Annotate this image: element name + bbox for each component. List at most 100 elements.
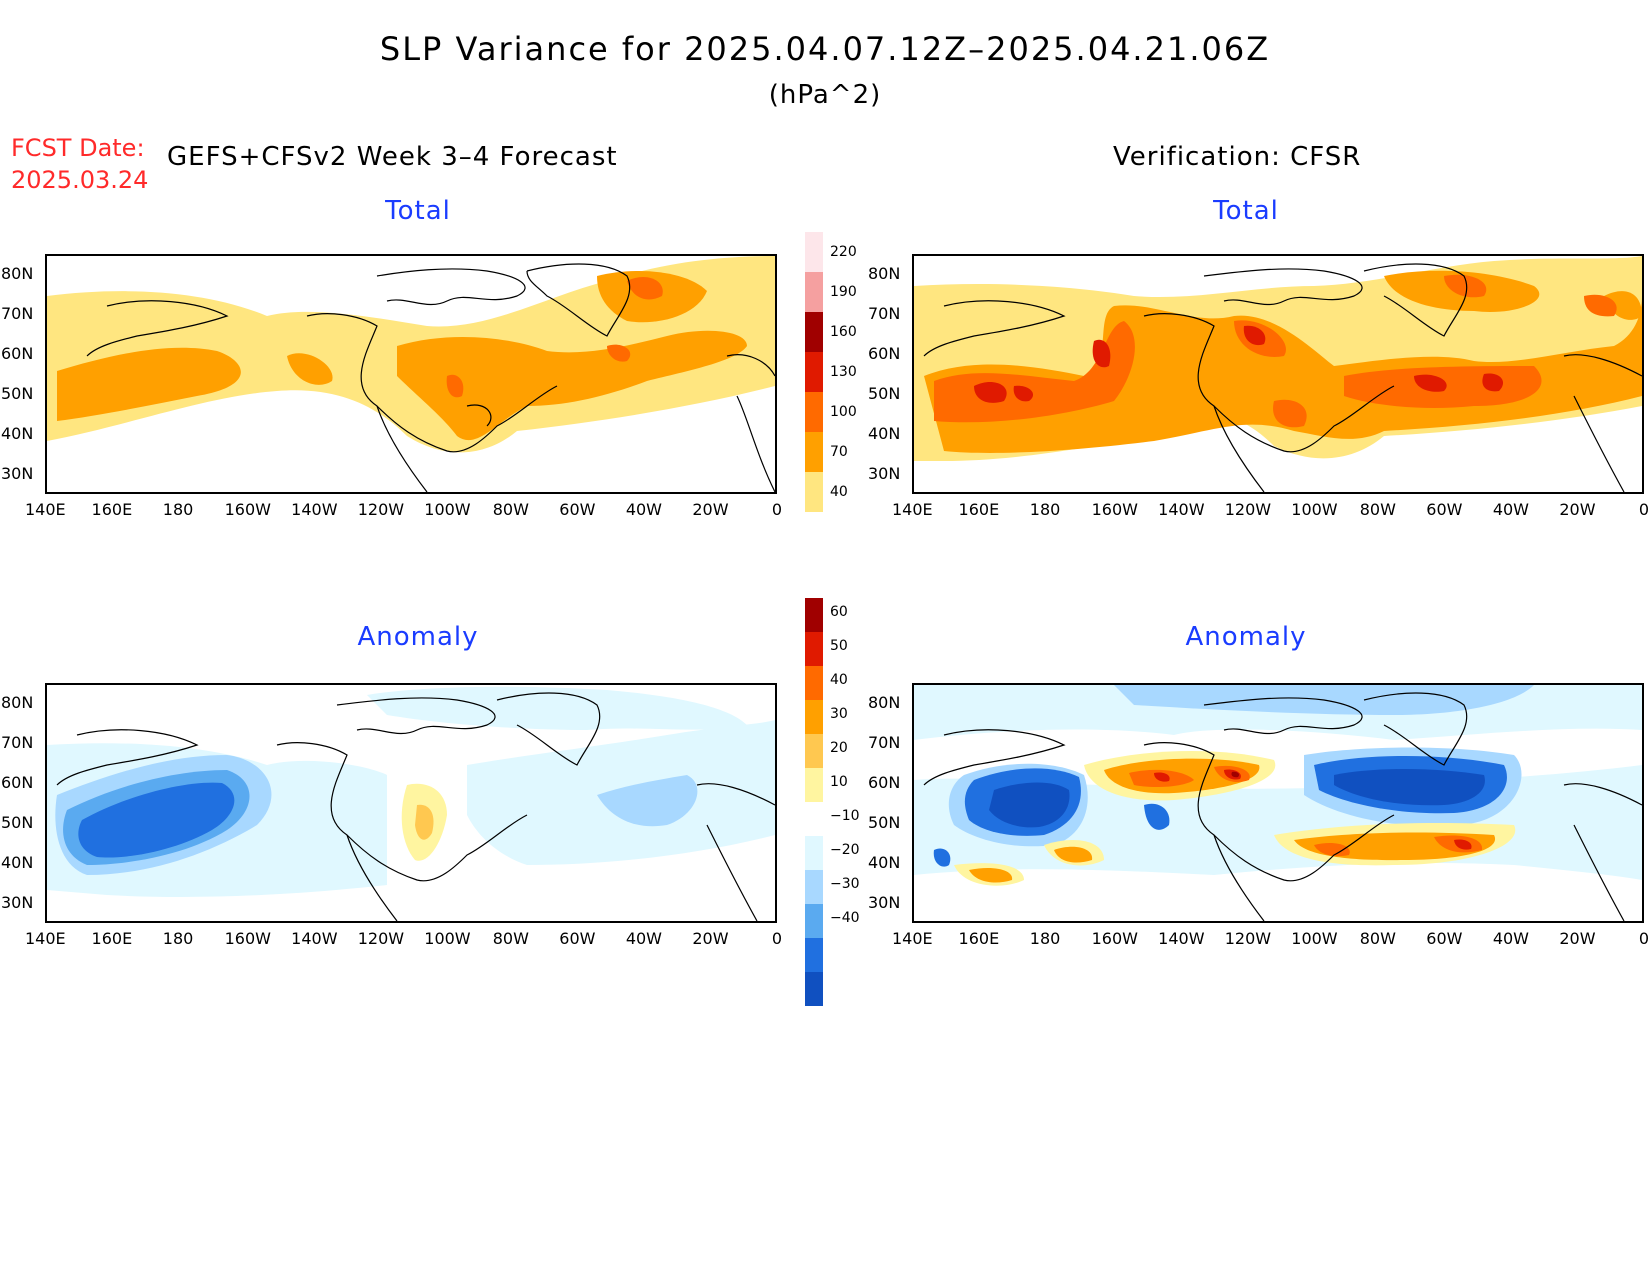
figure-title: SLP Variance for 2025.04.07.12Z–2025.04.… — [379, 30, 1271, 68]
colorbar-level-label: 220 — [830, 244, 857, 260]
colorbar-segment — [805, 734, 823, 768]
verif-anomaly-lon-tick: 140E — [892, 929, 933, 948]
verif-anomaly-lon-tick: 180 — [1029, 929, 1061, 948]
verif-total-lon-tick: 0 — [1638, 500, 1650, 519]
colorbar-segment — [805, 352, 823, 392]
colorbar-level-label: 40 — [830, 672, 848, 688]
fcst-total-lon-tick: 80W — [492, 500, 529, 519]
colorbar-level-label: 10 — [830, 774, 848, 790]
coastlines — [86, 263, 775, 492]
fcst-total-lon-tick: 40W — [625, 500, 662, 519]
verif-anomaly-lon-tick: 160W — [1091, 929, 1138, 948]
fcst-anomaly-lon-tick: 20W — [692, 929, 729, 948]
verif-anomaly-lon-tick: 80W — [1359, 929, 1396, 948]
colorbar-total — [805, 232, 823, 512]
colorbar-level-label: 60 — [830, 604, 848, 620]
verif-total-lat-tick: 30N — [868, 464, 901, 483]
fcst-anomaly-lat-tick: 40N — [1, 853, 34, 872]
verif-total-lon-tick: 60W — [1426, 500, 1463, 519]
figure-units: (hPa^2) — [768, 80, 882, 110]
fcst-anomaly-lon-tick: 160W — [224, 929, 271, 948]
colorbar-level-label: −10 — [830, 808, 860, 824]
fcst-total-map — [45, 254, 777, 494]
fcst-anomaly-lon-tick: 120W — [357, 929, 405, 948]
colorbar-segment — [805, 232, 823, 272]
colorbar-segment — [805, 472, 823, 512]
fcst-anomaly-lon-tick: 140W — [291, 929, 338, 948]
verif-anomaly-lat-tick: 40N — [868, 853, 901, 872]
colorbar-segment — [805, 938, 823, 972]
verif-total-title: Total — [1213, 196, 1279, 226]
fcst-total-lat-tick: 60N — [1, 344, 34, 363]
colorbar-level-label: −30 — [830, 876, 860, 892]
fcst-total-lon-tick: 120W — [357, 500, 405, 519]
fcst-total-lon-tick: 20W — [692, 500, 729, 519]
verif-total-lon-tick: 140W — [1158, 500, 1205, 519]
colorbar-segment — [805, 666, 823, 700]
verif-total-lat-tick: 80N — [868, 264, 901, 283]
fcst-total-lon-tick: 140E — [25, 500, 66, 519]
verif-total-lon-tick: 40W — [1492, 500, 1529, 519]
contour-100 — [446, 276, 663, 398]
fcst-anomaly-lat-tick: 60N — [1, 773, 34, 792]
colorbar-segment — [805, 632, 823, 666]
verif-anomaly-lon-tick: 40W — [1492, 929, 1529, 948]
verif-total-lon-tick: 100W — [1291, 500, 1338, 519]
colorbar-level-label: 50 — [830, 638, 848, 654]
fcst-total-lon-tick: 180 — [162, 500, 194, 519]
verif-anomaly-lon-tick: 120W — [1224, 929, 1272, 948]
fcst-anomaly-lat-tick: 70N — [1, 733, 34, 752]
fcst-total-lon-tick: 60W — [559, 500, 596, 519]
fcst-total-title: Total — [385, 196, 451, 226]
fcst-anomaly-map — [45, 683, 777, 923]
fcst-anomaly-lon-tick: 100W — [424, 929, 471, 948]
fcst-total-lon-tick: 140W — [291, 500, 338, 519]
colorbar-level-label: 160 — [830, 324, 857, 340]
colorbar-level-label: 190 — [830, 284, 857, 300]
verif-total-lon-tick: 120W — [1224, 500, 1272, 519]
colorbar-segment — [805, 972, 823, 1006]
fcst-anomaly-lon-tick: 160E — [91, 929, 133, 948]
colorbar-level-label: −20 — [830, 842, 860, 858]
fcst-anomaly-lon-tick: 180 — [162, 929, 194, 948]
fcst-total-lon-tick: 160W — [224, 500, 271, 519]
verif-anomaly-lat-tick: 80N — [868, 693, 901, 712]
fcst-anomaly-lon-tick: 60W — [559, 929, 596, 948]
verif-anomaly-lon-tick: 60W — [1426, 929, 1463, 948]
colorbar-level-label: 30 — [830, 706, 848, 722]
verif-anomaly-lon-tick: 20W — [1559, 929, 1596, 948]
forecast-date-label: FCST Date: — [11, 134, 145, 162]
verif-anomaly-lat-tick: 70N — [868, 733, 901, 752]
verif-anomaly-lon-tick: 160E — [958, 929, 1000, 948]
forecast-date-value: 2025.03.24 — [11, 166, 149, 194]
colorbar-segment — [805, 768, 823, 802]
fcst-total-lat-tick: 70N — [1, 304, 34, 323]
verif-total-lat-tick: 60N — [868, 344, 901, 363]
colorbar-level-label: −40 — [830, 910, 860, 926]
verification-header: Verification: CFSR — [1113, 142, 1362, 172]
verif-anomaly-lat-tick: 30N — [868, 893, 901, 912]
verif-total-lon-tick: 180 — [1029, 500, 1061, 519]
colorbar-segment — [805, 802, 823, 836]
verif-total-map — [912, 254, 1644, 494]
fcst-total-lat-tick: 80N — [1, 264, 34, 283]
fcst-anomaly-lon-tick: 0 — [771, 929, 783, 948]
verif-total-lat-tick: 40N — [868, 424, 901, 443]
verif-total-lat-tick: 70N — [868, 304, 901, 323]
fcst-total-lon-tick: 160E — [91, 500, 133, 519]
colorbar-level-label: 100 — [830, 404, 857, 420]
verif-total-lon-tick: 20W — [1559, 500, 1596, 519]
colorbar-segment — [805, 432, 823, 472]
colorbar-segment — [805, 904, 823, 938]
colorbar-segment — [805, 598, 823, 632]
fcst-anomaly-lat-tick: 50N — [1, 813, 34, 832]
verif-anomaly-map — [912, 683, 1644, 923]
fcst-anomaly-lon-tick: 40W — [625, 929, 662, 948]
verif-total-lon-tick: 160E — [958, 500, 1000, 519]
verif-anomaly-lon-tick: 100W — [1291, 929, 1338, 948]
colorbar-segment — [805, 272, 823, 312]
verif-anomaly-lon-tick: 0 — [1638, 929, 1650, 948]
colorbar-anomaly — [805, 598, 823, 1006]
colorbar-segment — [805, 392, 823, 432]
verif-total-lon-tick: 140E — [892, 500, 933, 519]
